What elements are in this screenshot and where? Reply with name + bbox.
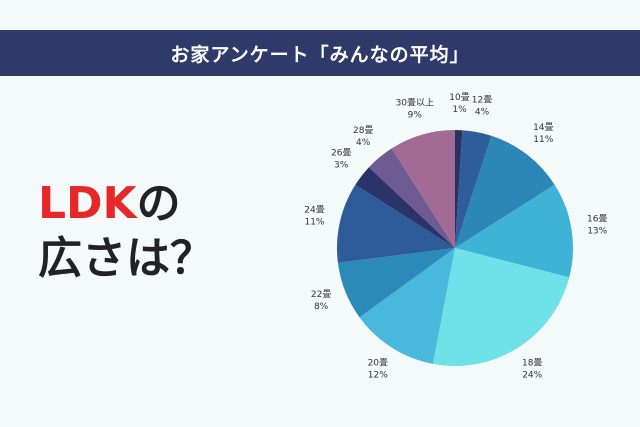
headline: LDKの 広さは？ (38, 176, 278, 286)
pie-label-percent-9: 4% (356, 138, 371, 148)
pie-label-category-7: 24畳 (304, 205, 324, 216)
pie-label-category-8: 26畳 (331, 148, 351, 159)
pie-label-category-5: 20畳 (368, 358, 388, 369)
pie-label-percent-0: 1% (452, 105, 467, 115)
pie-slice-8 (355, 167, 455, 248)
pie-label-category-4: 18畳 (522, 358, 542, 369)
pie-label-percent-6: 8% (314, 302, 329, 312)
pie-label-5: 20畳 12% (368, 358, 389, 381)
pie-label-0: 10畳 1% (449, 92, 469, 115)
pie-slice-4 (432, 248, 570, 366)
headline-accent: LDK (38, 178, 137, 229)
pie-label-percent-4: 24% (522, 371, 542, 381)
pie-slice-7 (336, 184, 455, 263)
pie-slice-10 (391, 130, 455, 248)
pie-slice-5 (359, 248, 455, 364)
pie-label-category-3: 16畳 (587, 214, 607, 225)
pie-label-category-10: 30畳以上 (396, 98, 434, 109)
pie-label-percent-10: 9% (408, 111, 423, 121)
pie-slice-6 (337, 248, 455, 318)
pie-label-category-6: 22畳 (311, 289, 331, 300)
pie-label-10: 30畳以上 9% (396, 98, 434, 121)
headline-line1: LDKの (38, 176, 278, 231)
pie-label-percent-3: 13% (587, 227, 607, 237)
pie-label-7: 24畳 11% (304, 205, 325, 228)
pie-label-4: 18畳 24% (522, 358, 543, 381)
headline-line2: 広さは？ (38, 233, 214, 284)
pie-slices (336, 130, 573, 366)
pie-label-percent-7: 11% (304, 218, 324, 228)
pie-label-3: 16畳 13% (587, 214, 608, 237)
pie-chart: 10畳 1%12畳 4%14畳 11%16畳 13%18畳 24%20畳 12%22畳 8%2… (304, 92, 607, 381)
pie-label-2: 14畳 11% (533, 122, 554, 145)
headline-line1-rest: の (136, 178, 181, 229)
pie-label-category-9: 28畳 (353, 125, 373, 136)
banner-title: お家アンケート「みんなの平均」 (170, 43, 470, 66)
pie-labels: 10畳 1%12畳 4%14畳 11%16畳 13%18畳 24%20畳 12%22畳 8%2… (304, 92, 607, 381)
pie-label-category-0: 10畳 (449, 92, 469, 103)
pie-label-category-2: 14畳 (533, 122, 553, 133)
pie-label-percent-1: 4% (475, 108, 490, 118)
pie-label-8: 26畳 3% (331, 148, 351, 171)
pie-slice-9 (368, 148, 455, 248)
pie-label-percent-2: 11% (533, 135, 553, 145)
pie-slice-0 (455, 130, 463, 248)
header-banner: お家アンケート「みんなの平均」 (0, 30, 640, 76)
pie-slice-1 (455, 130, 492, 248)
pie-slice-3 (455, 184, 573, 278)
pie-label-category-1: 12畳 (472, 95, 492, 106)
pie-label-percent-8: 3% (334, 161, 349, 171)
pie-label-9: 28畳 4% (353, 125, 373, 148)
pie-label-6: 22畳 8% (311, 289, 331, 312)
pie-label-1: 12畳 4% (472, 95, 492, 118)
pie-slice-2 (455, 135, 555, 248)
pie-label-percent-5: 12% (368, 371, 388, 381)
